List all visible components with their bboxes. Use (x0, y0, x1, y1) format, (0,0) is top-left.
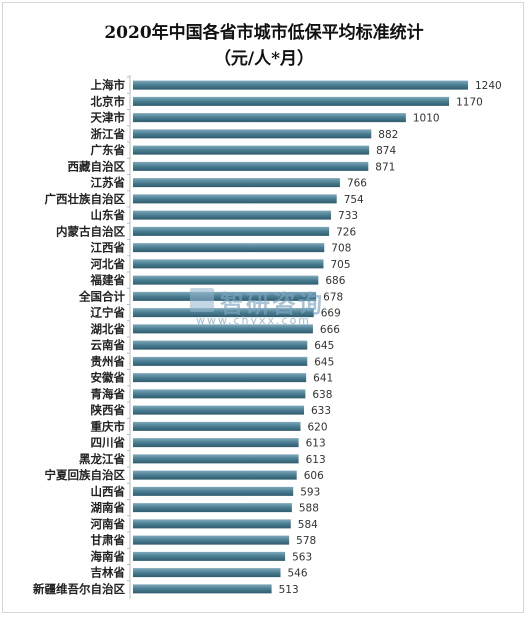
value-label: 882 (378, 129, 398, 141)
bar (133, 129, 372, 139)
category-label: 内蒙古自治区 (56, 224, 125, 238)
bar (133, 584, 272, 594)
value-label: 645 (314, 356, 334, 368)
bar (133, 291, 317, 301)
bar (133, 161, 369, 171)
value-label: 871 (375, 161, 395, 173)
value-label: 1010 (413, 113, 440, 125)
category-label: 河南省 (91, 517, 126, 531)
category-label: 湖北省 (91, 322, 126, 336)
bar (133, 486, 294, 496)
value-label: 638 (312, 389, 332, 401)
category-label: 黑龙江省 (79, 452, 125, 466)
value-label: 613 (306, 438, 326, 450)
category-label: 江西省 (91, 241, 126, 255)
value-label: 686 (325, 275, 345, 287)
value-label: 1170 (456, 96, 483, 108)
bar (133, 438, 299, 448)
category-label: 山东省 (91, 208, 126, 222)
bar (133, 389, 306, 399)
category-label: 广西壮族自治区 (45, 192, 126, 206)
category-label: 江苏省 (91, 176, 126, 190)
category-label: 辽宁省 (91, 306, 126, 320)
value-label: 546 (288, 568, 308, 580)
category-label: 全国合计 (78, 289, 125, 303)
value-label: 874 (376, 145, 396, 157)
value-label: 620 (308, 421, 328, 433)
category-label: 天津市 (91, 111, 126, 125)
bar (133, 340, 308, 350)
category-label: 贵州省 (91, 354, 126, 368)
category-label: 宁夏回族自治区 (45, 468, 126, 482)
value-label: 633 (311, 405, 331, 417)
bar (133, 96, 450, 106)
bar (133, 568, 281, 578)
bar (133, 324, 313, 334)
bar (133, 373, 307, 383)
category-label: 新疆维吾尔自治区 (33, 582, 125, 596)
category-label: 湖南省 (91, 501, 126, 515)
bar (133, 519, 291, 529)
category-label: 浙江省 (91, 127, 126, 141)
value-label: 766 (347, 178, 367, 190)
bar (133, 308, 314, 318)
value-label: 513 (279, 584, 299, 596)
category-label: 陕西省 (91, 403, 126, 417)
value-label: 1240 (475, 80, 502, 92)
value-label: 708 (331, 243, 351, 255)
value-label: 678 (323, 291, 343, 303)
category-label: 甘肃省 (91, 533, 126, 547)
value-label: 606 (304, 470, 324, 482)
value-label: 726 (336, 226, 356, 238)
chart-title: 2020年中国各省市城市低保平均标准统计 (104, 23, 424, 43)
value-label: 588 (299, 503, 319, 515)
bar (133, 421, 301, 431)
category-label: 重庆市 (91, 419, 126, 433)
value-label: 563 (292, 551, 312, 563)
bar (133, 535, 290, 545)
bar (133, 356, 308, 366)
category-label: 吉林省 (91, 566, 126, 580)
value-label: 641 (313, 373, 333, 385)
category-label: 北京市 (91, 94, 126, 108)
bar (133, 243, 325, 253)
value-label: 613 (306, 454, 326, 466)
bar (133, 551, 286, 561)
category-label: 广东省 (91, 143, 126, 157)
category-label: 西藏自治区 (68, 159, 126, 173)
bar (133, 470, 297, 480)
bar (133, 178, 340, 188)
value-label: 669 (321, 308, 341, 320)
value-label: 754 (344, 194, 364, 206)
value-label: 593 (300, 486, 320, 498)
category-label: 安徽省 (91, 371, 126, 385)
bar (133, 259, 324, 269)
category-label: 上海市 (91, 78, 126, 92)
value-label: 578 (296, 535, 316, 547)
bar (133, 145, 370, 155)
bar (133, 210, 332, 220)
value-label: 705 (330, 259, 350, 271)
category-label: 河北省 (91, 257, 126, 271)
value-label: 645 (314, 340, 334, 352)
bar (133, 194, 337, 204)
bar (133, 503, 292, 513)
bar (133, 275, 319, 285)
bar (133, 80, 468, 90)
chart-subtitle: （元/人*月） (213, 49, 315, 69)
category-label: 福建省 (90, 273, 126, 287)
category-label: 四川省 (91, 436, 126, 450)
bar (133, 454, 299, 464)
category-label: 海南省 (91, 549, 126, 563)
value-label: 666 (320, 324, 340, 336)
bar (133, 113, 406, 123)
bar (133, 405, 305, 415)
value-label: 584 (298, 519, 318, 531)
value-label: 733 (338, 210, 358, 222)
category-label: 青海省 (91, 387, 126, 401)
category-label: 山西省 (91, 484, 126, 498)
bar (133, 226, 330, 236)
category-label: 云南省 (91, 338, 126, 352)
